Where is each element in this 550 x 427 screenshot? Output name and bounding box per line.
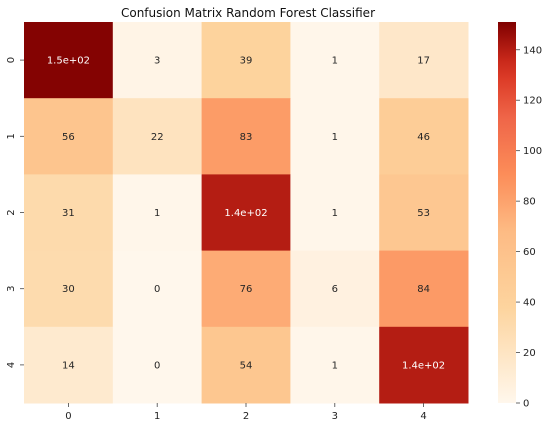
cell-annotation: 84 [417, 284, 430, 295]
heatmap-cell [112, 174, 203, 252]
row-tick-labels: 0 1 2 3 4 [6, 57, 24, 368]
heatmap-cell [379, 174, 469, 252]
colorbar [498, 22, 516, 403]
column-tick-labels: 0 1 2 3 4 [65, 403, 427, 422]
cell-annotation: 14 [62, 360, 75, 371]
cell-annotation: 76 [240, 284, 253, 295]
row-tick-label: 3 [6, 286, 17, 292]
heatmap-cell [24, 174, 114, 252]
cell-annotation: 1.5e+02 [47, 56, 90, 67]
colorbar-tick-label: 60 [523, 247, 536, 258]
column-tick-label: 2 [243, 411, 249, 422]
colorbar-tick-label: 20 [523, 348, 536, 359]
cell-annotation: 0 [154, 360, 160, 371]
cell-annotation: 0 [154, 284, 160, 295]
row-tick-label: 1 [6, 133, 17, 139]
heatmap-cell [24, 98, 114, 175]
heatmap-cell [379, 98, 469, 175]
heatmap-cell [201, 174, 291, 252]
colorbar-tick-label: 80 [523, 197, 536, 208]
cell-annotation: 1.4e+02 [224, 208, 267, 219]
chart-title: Confusion Matrix Random Forest Classifie… [121, 6, 375, 20]
cell-annotation: 17 [417, 56, 430, 67]
colorbar-tick-label: 0 [523, 399, 529, 410]
heatmap-cell [290, 250, 380, 328]
heatmap-cell [290, 326, 380, 404]
cell-annotation: 46 [417, 132, 430, 143]
cell-annotation: 1.4e+02 [402, 360, 445, 371]
column-tick-label: 0 [65, 411, 71, 422]
colorbar-tick-label: 100 [523, 146, 542, 157]
cell-annotation: 1 [332, 132, 338, 143]
heatmap-cell [201, 250, 291, 328]
heatmap-cell [379, 22, 469, 99]
cell-annotation: 22 [151, 132, 164, 143]
row-tick-label: 2 [6, 209, 17, 215]
heatmap-cell [379, 326, 469, 404]
cell-annotation: 39 [240, 56, 253, 67]
heatmap-cell [201, 98, 291, 175]
heatmap-cell [112, 250, 203, 328]
cell-annotation: 1 [332, 208, 338, 219]
column-tick-label: 3 [332, 411, 338, 422]
cell-annotation: 31 [62, 208, 75, 219]
cell-annotation: 83 [240, 132, 253, 143]
heatmap-cell [201, 326, 291, 404]
heatmap-cell [112, 326, 203, 404]
heatmap-cell [24, 250, 114, 328]
cell-annotation: 1 [332, 56, 338, 67]
heatmap-cell [290, 174, 380, 252]
cell-annotation: 30 [62, 284, 75, 295]
cell-annotation: 1 [332, 360, 338, 371]
cell-annotation: 53 [417, 208, 430, 219]
cell-annotation: 56 [62, 132, 75, 143]
heatmap-cell [290, 98, 380, 175]
heatmap-cell [290, 22, 380, 99]
cell-annotation: 6 [332, 284, 338, 295]
column-tick-label: 1 [154, 411, 160, 422]
cell-annotation: 3 [154, 56, 160, 67]
row-tick-label: 0 [6, 57, 17, 63]
cell-annotation: 54 [240, 360, 253, 371]
heatmap-cell [112, 22, 203, 99]
heatmap-cell [201, 22, 291, 99]
heatmap-cell [24, 22, 114, 99]
heatmap-cell [24, 326, 114, 404]
colorbar-tick-labels: 0 20 40 60 80 100 120 140 [516, 45, 542, 410]
heatmap-cell [379, 250, 469, 328]
colorbar-tick-label: 40 [523, 298, 536, 309]
colorbar-tick-label: 120 [523, 96, 542, 107]
row-tick-label: 4 [6, 362, 17, 368]
column-tick-label: 4 [420, 411, 426, 422]
colorbar-tick-label: 140 [523, 45, 542, 56]
heatmap-cell [112, 98, 203, 175]
cell-annotation: 1 [154, 208, 160, 219]
